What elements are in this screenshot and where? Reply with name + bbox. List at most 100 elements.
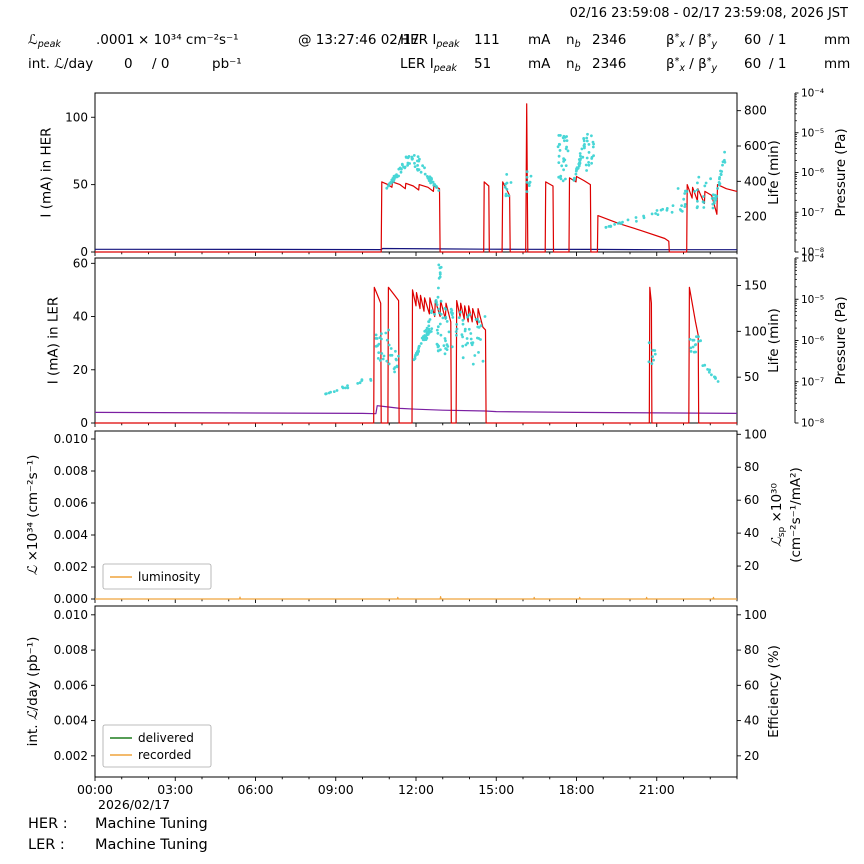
pressure-point	[479, 338, 482, 341]
pressure-point	[464, 343, 468, 347]
pressure-point	[525, 175, 529, 179]
pressure-point	[609, 225, 612, 228]
ler-pressure-scatter	[324, 263, 720, 396]
her-status-line: HER : Machine Tuning	[0, 816, 864, 836]
pressure-point	[415, 353, 419, 356]
pressure-point	[592, 154, 595, 157]
pressure-point	[416, 164, 419, 167]
pressure-point	[702, 201, 706, 204]
pressure-point	[562, 160, 565, 163]
pressure-point	[587, 161, 590, 164]
pressure-point	[527, 182, 531, 185]
pressure-point	[430, 311, 433, 314]
pressure-point	[651, 348, 655, 352]
legend-label-recorded: recorded	[138, 748, 191, 762]
her-status-label: HER :	[28, 816, 68, 832]
pressure-point	[557, 161, 561, 164]
pressure-point	[463, 327, 467, 331]
pressure-point	[712, 201, 716, 205]
pressure-point	[423, 335, 427, 339]
integrated-legend-box	[102, 724, 212, 768]
pressure-point	[670, 210, 674, 214]
pressure-point	[479, 324, 483, 328]
pressure-point	[591, 145, 595, 149]
y2-tick-label: 50	[744, 370, 759, 384]
pressure-point	[441, 316, 445, 320]
pressure-point	[525, 190, 529, 193]
ler-nb-value: 2346	[592, 56, 627, 72]
pressure-point	[654, 212, 657, 215]
pressure-point	[394, 349, 397, 353]
pressure-point	[708, 368, 711, 372]
pressure-point	[419, 170, 423, 174]
y-tick-label: 0.000	[54, 592, 88, 606]
ler-frame	[94, 257, 738, 424]
integrated-y2label: Efficiency (%)	[766, 645, 782, 738]
pressure-point	[431, 180, 435, 184]
y-tick-label: 20	[73, 363, 88, 377]
pressure-point	[455, 333, 458, 337]
pressure-point	[413, 161, 416, 165]
her-beta-value: 60	[744, 32, 762, 48]
pressure-point	[380, 352, 384, 355]
pressure-point	[561, 136, 565, 140]
pressure-point	[557, 154, 561, 158]
pressure-tick-label: 10⁻⁵	[801, 127, 824, 139]
header-row-1: ℒpeak .0001 × 10³⁴ cm⁻²s⁻¹ @ 13:27:46 02…	[0, 32, 864, 52]
pressure-point	[435, 328, 439, 332]
pressure-point	[565, 135, 568, 138]
y-tick-label: 0.002	[54, 560, 88, 574]
pressure-point	[384, 331, 388, 335]
pressure-point	[400, 162, 404, 166]
ler-status-line: LER : Machine Tuning	[0, 837, 864, 857]
pressure-point	[473, 354, 477, 357]
ler-status-value: Machine Tuning	[95, 837, 208, 853]
pressure-tick-label: 10⁻⁷	[801, 207, 824, 219]
pressure-point	[565, 145, 568, 149]
pressure-point	[423, 172, 427, 176]
pressure-point	[380, 337, 383, 341]
pressure-point	[439, 333, 443, 337]
pressure-point	[557, 134, 561, 137]
pressure-point	[592, 142, 595, 146]
pressure-point	[692, 338, 696, 342]
pressure-point	[413, 357, 417, 360]
pressure-point	[407, 155, 411, 158]
pressure-point	[635, 219, 638, 223]
pressure-point	[439, 312, 443, 316]
legend-label-luminosity: luminosity	[138, 570, 200, 584]
y-tick-label: 0.004	[54, 714, 88, 728]
pressure-point	[438, 322, 442, 326]
pressure-point	[529, 174, 533, 178]
pressure-point	[647, 341, 651, 345]
pressure-point	[503, 185, 507, 189]
pressure-point	[435, 186, 439, 189]
pressure-point	[680, 209, 684, 213]
pressure-point	[394, 175, 398, 179]
y2-tick-label: 100	[744, 324, 767, 338]
plot-her: 0 50 100 I (mA) in HER 200 400 600 800 Life (min…	[39, 88, 849, 259]
pressure-point	[696, 205, 699, 208]
date-range: 02/16 23:59:08 - 02/17 23:59:08, 2026 JS…	[569, 6, 848, 21]
pressure-point	[477, 320, 481, 324]
pressure-point	[689, 346, 693, 350]
pressure-point	[435, 342, 439, 346]
pressure-point	[702, 195, 705, 198]
pressure-point	[356, 382, 360, 385]
pressure-point	[419, 342, 423, 345]
pressure-point	[374, 337, 378, 340]
y-tick-label: 0.006	[54, 496, 88, 510]
pressure-point	[577, 162, 581, 166]
her-nb-value: 2346	[592, 32, 627, 48]
pressure-point	[585, 136, 589, 140]
pressure-point	[324, 392, 328, 396]
pressure-point	[604, 225, 608, 229]
pressure-point	[584, 163, 588, 167]
pressure-point	[459, 310, 462, 314]
pressure-point	[693, 190, 696, 193]
pressure-point	[378, 359, 382, 362]
y2-tick-label: 100	[744, 427, 767, 441]
pressure-point	[404, 155, 408, 159]
pressure-point	[437, 276, 441, 280]
